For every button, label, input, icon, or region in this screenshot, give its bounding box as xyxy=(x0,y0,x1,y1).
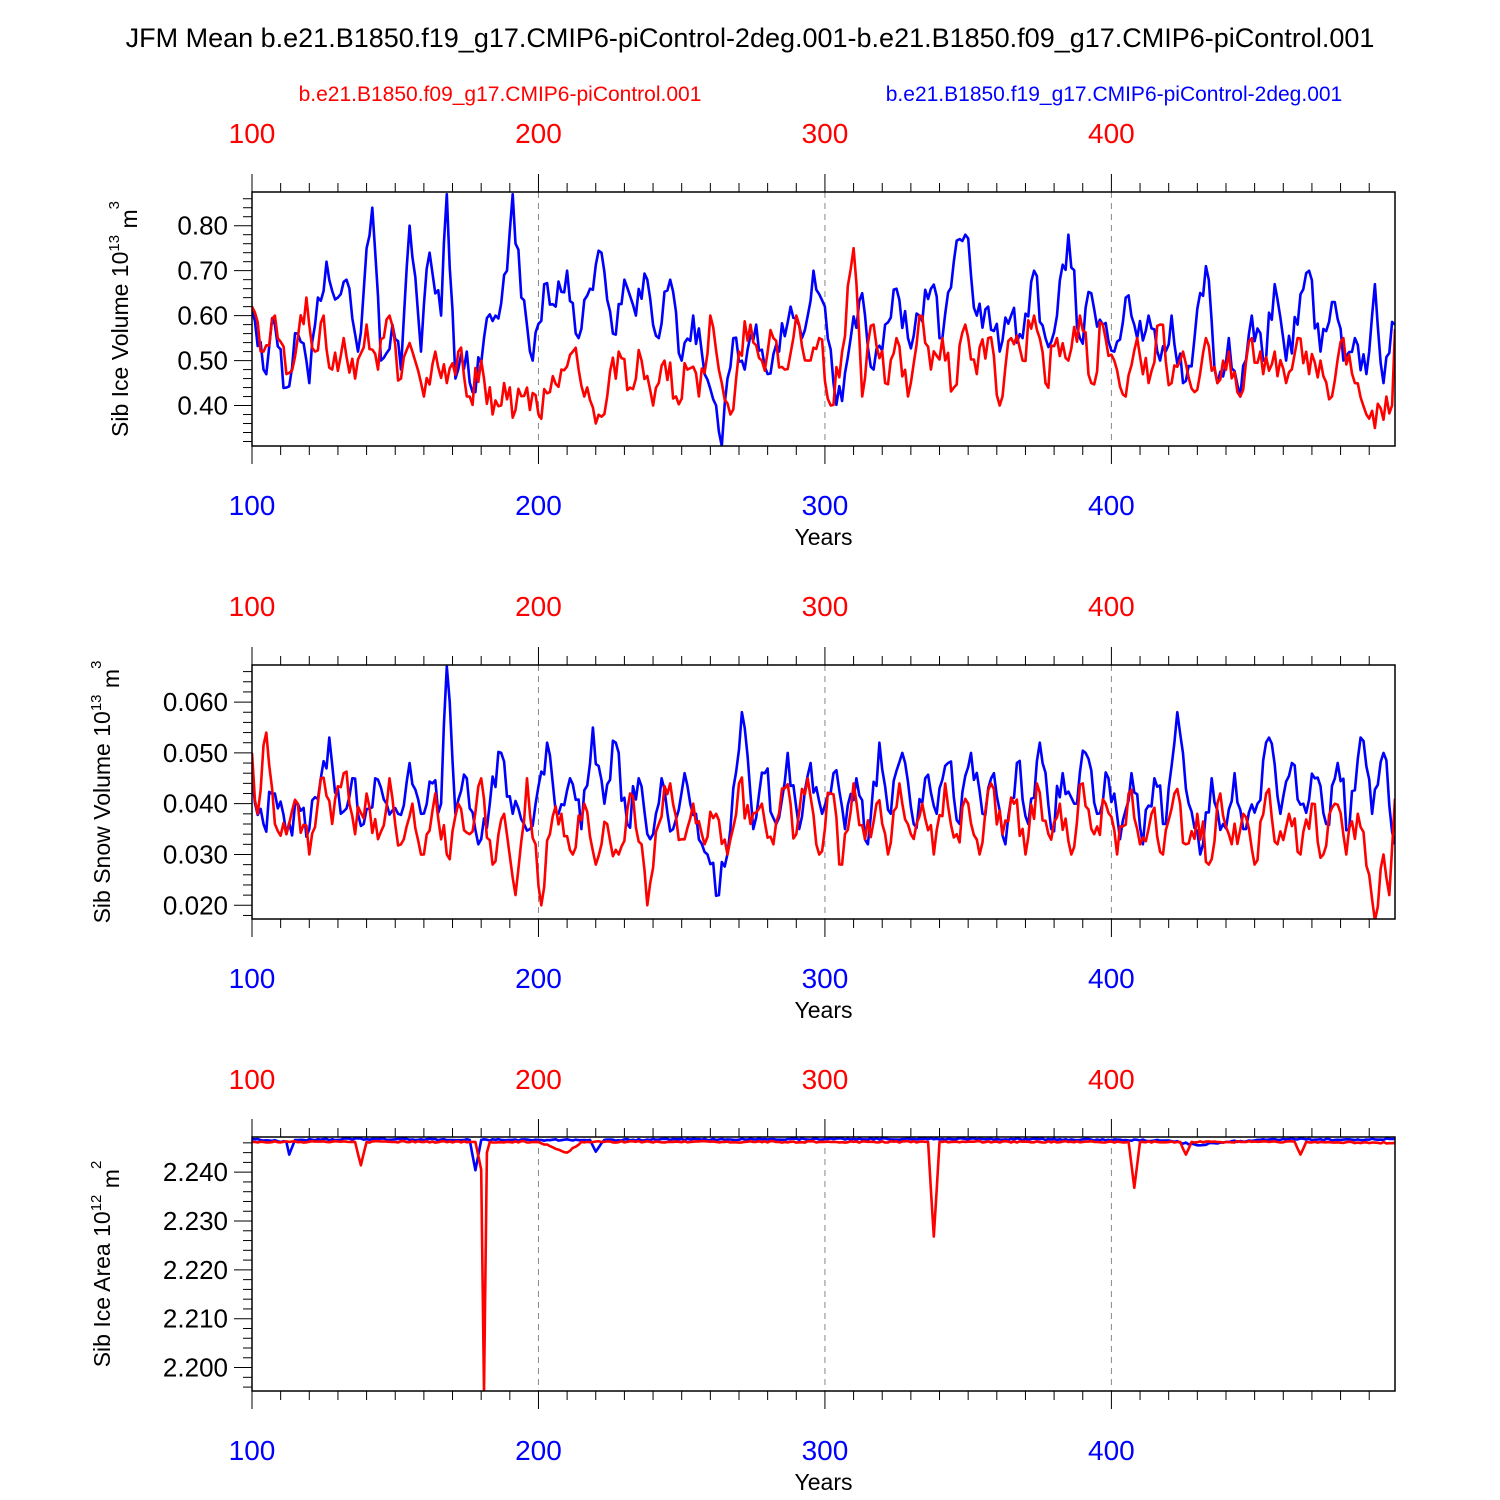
x-tick-label-bottom: 400 xyxy=(1088,963,1135,994)
y-axis-title-part: Sib Ice Volume 10 xyxy=(107,252,133,437)
x-tick-label-top: 200 xyxy=(515,118,562,149)
y-tick-label: 0.040 xyxy=(163,789,228,819)
panel-snow-volume: 0.020 0.030 0.040 0.050 0.060 100 100 200 200 300… xyxy=(88,591,1396,1023)
y-axis-title-part: Sib Ice Area 10 xyxy=(89,1211,115,1367)
y-tick-label: 0.030 xyxy=(163,839,228,869)
y-tick-label: 2.240 xyxy=(163,1157,228,1187)
y-tick-label: 2.220 xyxy=(163,1255,228,1285)
x-tick-label-bottom: 300 xyxy=(802,490,849,521)
x-tick-label-bottom: 200 xyxy=(515,490,562,521)
y-tick-label: 0.050 xyxy=(163,738,228,768)
series-line-red xyxy=(252,246,1395,430)
y-tick-label: 2.230 xyxy=(163,1206,228,1236)
series-line-blue xyxy=(252,1137,1395,1172)
series-line-blue xyxy=(252,192,1395,446)
x-tick-label-top: 200 xyxy=(515,591,562,622)
y-axis-title-part: 12 xyxy=(88,1195,105,1212)
x-tick-label-top: 100 xyxy=(229,1064,276,1095)
x-tick-label-top: 100 xyxy=(229,591,276,622)
y-axis-title-part: m xyxy=(98,1169,124,1195)
x-tick-label-top: 200 xyxy=(515,1064,562,1095)
x-tick-label-bottom: 100 xyxy=(229,963,276,994)
y-axis-title: Sib Snow Volume 1013 m3 xyxy=(88,661,124,924)
y-tick-label: 0.40 xyxy=(177,391,228,421)
y-axis-title-part: m xyxy=(116,209,142,235)
plot-frame xyxy=(251,191,1396,447)
y-axis-title: Sib Ice Volume 1013 m3 xyxy=(106,201,142,437)
plot-frame xyxy=(251,664,1396,920)
x-tick-label-top: 400 xyxy=(1088,118,1135,149)
legend-red-label: b.e21.B1850.f09_g17.CMIP6-piControl.001 xyxy=(299,83,702,106)
x-tick-label-bottom: 400 xyxy=(1088,490,1135,521)
y-axis-title-part: m xyxy=(98,669,124,695)
y-tick-label: 0.50 xyxy=(177,346,228,376)
panel-ice-volume: 0.40 0.50 0.60 0.70 0.80 100 100 200 200 300 300 40… xyxy=(106,118,1396,550)
x-tick-label-top: 300 xyxy=(802,1064,849,1095)
x-tick-label-bottom: 200 xyxy=(515,1435,562,1466)
panel-ice-area: 2.200 2.210 2.220 2.230 2.240 100 100 200 200 300… xyxy=(88,1064,1396,1495)
x-tick-label-top: 300 xyxy=(802,591,849,622)
y-axis-title-part: 3 xyxy=(88,661,105,669)
y-axis-title-part: 3 xyxy=(106,201,123,209)
figure-title: JFM Mean b.e21.B1850.f19_g17.CMIP6-piCon… xyxy=(126,23,1375,53)
x-tick-label-top: 300 xyxy=(802,118,849,149)
x-axis-title: Years xyxy=(795,997,853,1023)
y-tick-label: 0.80 xyxy=(177,211,228,241)
x-tick-label-top: 400 xyxy=(1088,1064,1135,1095)
y-axis-title-part: Sib Snow Volume 10 xyxy=(89,711,115,923)
y-tick-label: 2.200 xyxy=(163,1353,228,1383)
x-tick-label-top: 100 xyxy=(229,118,276,149)
series-line-red xyxy=(252,731,1395,919)
series-line-blue xyxy=(252,665,1395,898)
y-axis-title-part: 13 xyxy=(106,235,123,252)
y-axis-title: Sib Ice Area 1012 m2 xyxy=(88,1161,124,1368)
y-tick-label: 0.020 xyxy=(163,890,228,920)
x-tick-label-bottom: 300 xyxy=(802,1435,849,1466)
x-tick-label-bottom: 400 xyxy=(1088,1435,1135,1466)
y-tick-label: 0.060 xyxy=(163,687,228,717)
x-axis-title: Years xyxy=(795,1469,853,1495)
series-line-red xyxy=(252,1139,1395,1391)
y-tick-label: 0.70 xyxy=(177,256,228,286)
x-tick-label-bottom: 100 xyxy=(229,490,276,521)
x-axis-title: Years xyxy=(795,524,853,550)
x-tick-label-bottom: 200 xyxy=(515,963,562,994)
plot-frame xyxy=(251,1136,1396,1392)
y-axis-title-part: 13 xyxy=(88,694,105,711)
y-tick-label: 2.210 xyxy=(163,1304,228,1334)
x-tick-label-bottom: 100 xyxy=(229,1435,276,1466)
x-tick-label-top: 400 xyxy=(1088,591,1135,622)
legend-blue-label: b.e21.B1850.f19_g17.CMIP6-piControl-2deg… xyxy=(886,83,1342,106)
x-tick-label-bottom: 300 xyxy=(802,963,849,994)
y-axis-title-part: 2 xyxy=(88,1161,105,1169)
y-tick-label: 0.60 xyxy=(177,301,228,331)
